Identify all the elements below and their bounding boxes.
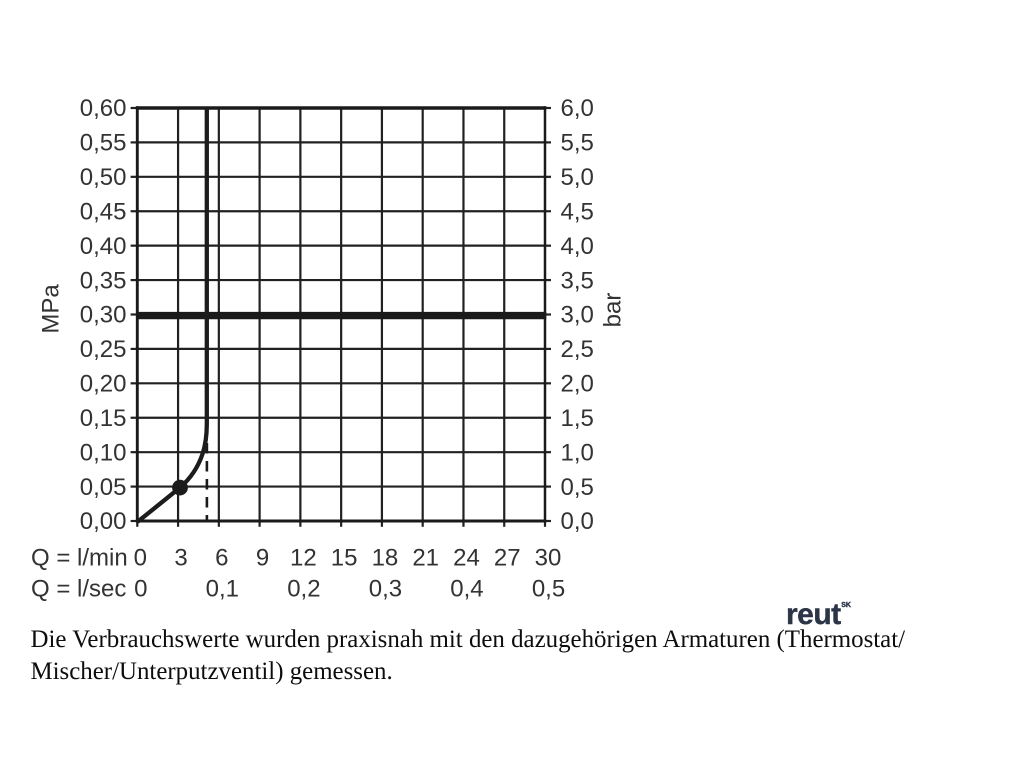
svg-text:0,25: 0,25 <box>80 336 127 363</box>
svg-text:0,5: 0,5 <box>532 575 565 602</box>
svg-text:0,1: 0,1 <box>206 575 239 602</box>
svg-text:3: 3 <box>174 544 187 571</box>
svg-text:0,3: 0,3 <box>369 575 402 602</box>
svg-text:6: 6 <box>215 544 228 571</box>
svg-text:0,50: 0,50 <box>80 164 127 191</box>
svg-text:0: 0 <box>134 575 147 602</box>
svg-text:0,2: 0,2 <box>287 575 320 602</box>
svg-text:0,35: 0,35 <box>80 267 127 294</box>
svg-text:3,0: 3,0 <box>561 302 594 329</box>
svg-text:27: 27 <box>494 544 521 571</box>
svg-text:0,45: 0,45 <box>80 198 127 225</box>
svg-text:4,0: 4,0 <box>561 233 594 260</box>
svg-text:18: 18 <box>372 544 399 571</box>
svg-text:0,30: 0,30 <box>80 302 127 329</box>
svg-text:0,55: 0,55 <box>80 130 127 157</box>
svg-text:0: 0 <box>134 544 147 571</box>
svg-text:Q = l/min: Q = l/min <box>31 544 128 571</box>
svg-text:6,0: 6,0 <box>561 95 594 122</box>
svg-text:Q = l/sec: Q = l/sec <box>31 575 126 602</box>
svg-text:12: 12 <box>290 544 317 571</box>
svg-text:9: 9 <box>256 544 269 571</box>
svg-text:5,5: 5,5 <box>561 130 594 157</box>
svg-text:15: 15 <box>331 544 358 571</box>
svg-text:0,40: 0,40 <box>80 233 127 260</box>
svg-text:0,20: 0,20 <box>80 371 127 398</box>
svg-text:0,0: 0,0 <box>561 508 594 535</box>
svg-text:1,0: 1,0 <box>561 439 594 466</box>
svg-text:24: 24 <box>453 544 480 571</box>
svg-text:5,0: 5,0 <box>561 164 594 191</box>
svg-text:0,4: 0,4 <box>450 575 483 602</box>
svg-text:0,10: 0,10 <box>80 439 127 466</box>
svg-text:bar: bar <box>600 293 627 328</box>
svg-text:4,5: 4,5 <box>561 198 594 225</box>
svg-text:0,00: 0,00 <box>80 508 127 535</box>
svg-text:0,5: 0,5 <box>561 474 594 501</box>
svg-text:MPa: MPa <box>38 284 65 334</box>
svg-text:3,5: 3,5 <box>561 267 594 294</box>
svg-text:21: 21 <box>412 544 439 571</box>
svg-text:0,60: 0,60 <box>80 95 127 122</box>
svg-text:0,05: 0,05 <box>80 474 127 501</box>
svg-text:2,0: 2,0 <box>561 371 594 398</box>
svg-text:2,5: 2,5 <box>561 336 594 363</box>
svg-text:0,15: 0,15 <box>80 405 127 432</box>
svg-text:1,5: 1,5 <box>561 405 594 432</box>
svg-text:30: 30 <box>535 544 562 571</box>
